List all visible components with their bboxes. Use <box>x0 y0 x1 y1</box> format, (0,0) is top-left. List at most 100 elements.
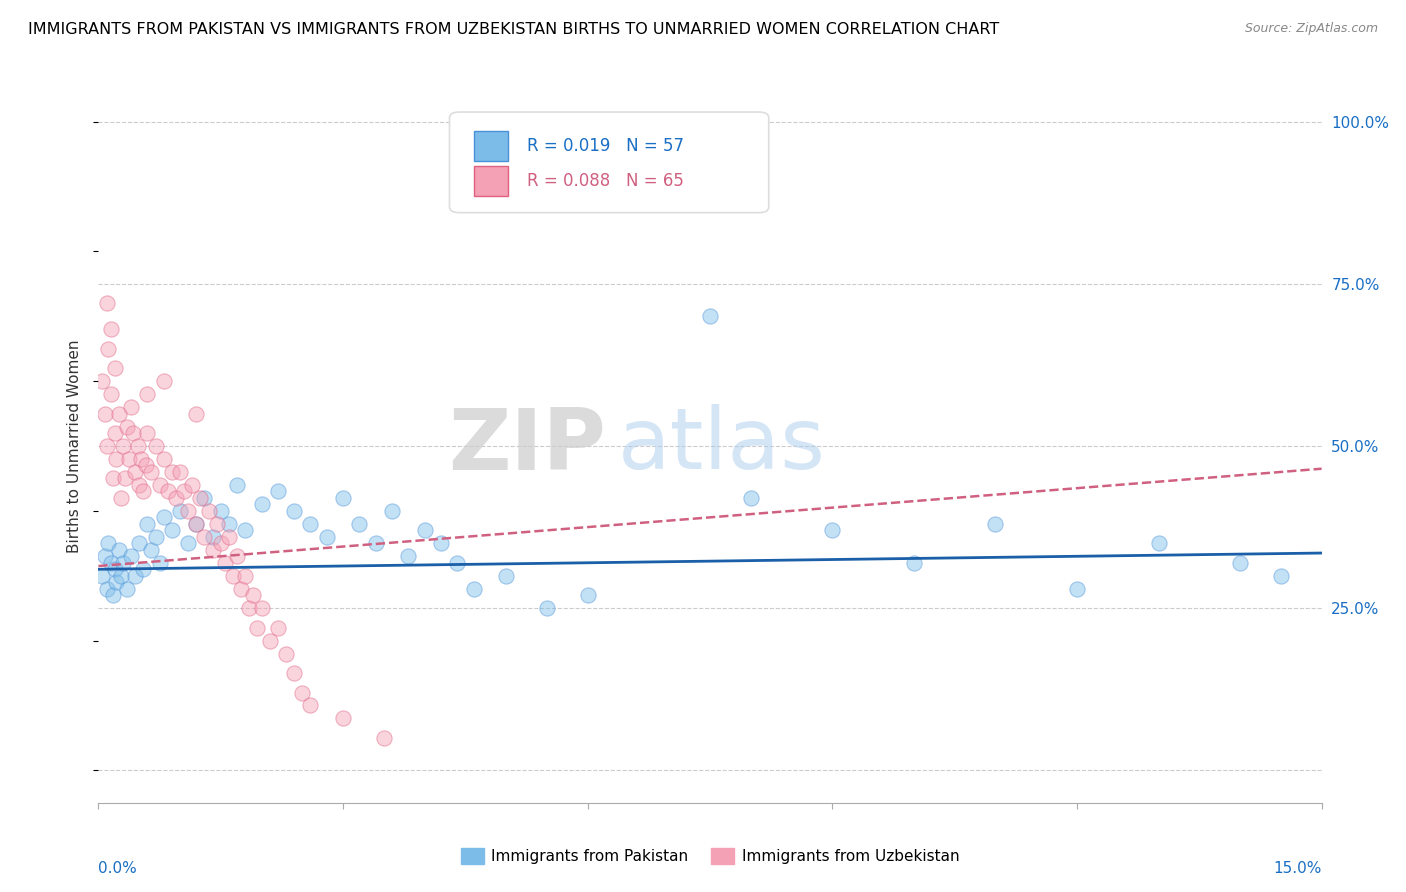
Point <box>169 465 191 479</box>
Text: IMMIGRANTS FROM PAKISTAN VS IMMIGRANTS FROM UZBEKISTAN BIRTHS TO UNMARRIED WOMEN: IMMIGRANTS FROM PAKISTAN VS IMMIGRANTS F… <box>28 22 1000 37</box>
Point <box>315 530 337 544</box>
Point <box>903 556 925 570</box>
Point <box>169 504 191 518</box>
Point <box>332 711 354 725</box>
Point <box>740 491 762 505</box>
Point <box>299 698 322 713</box>
Point <box>218 516 240 531</box>
Point <box>233 568 256 582</box>
Point <box>105 452 128 467</box>
Point <box>463 582 485 596</box>
Point <box>96 439 118 453</box>
Text: ZIP: ZIP <box>449 404 606 488</box>
Point <box>259 633 281 648</box>
Point <box>91 568 114 582</box>
Point <box>124 568 146 582</box>
Point <box>104 425 127 440</box>
Point <box>91 374 114 388</box>
Point <box>413 524 436 538</box>
Point <box>299 516 322 531</box>
Y-axis label: Births to Unmarried Women: Births to Unmarried Women <box>67 339 83 553</box>
Text: R = 0.088   N = 65: R = 0.088 N = 65 <box>527 172 683 190</box>
Point <box>104 361 127 376</box>
Point <box>94 407 117 421</box>
Point <box>186 516 208 531</box>
Text: R = 0.019   N = 57: R = 0.019 N = 57 <box>527 136 683 154</box>
Point <box>145 439 167 453</box>
Point <box>115 419 138 434</box>
Point <box>274 647 297 661</box>
Point <box>120 400 142 414</box>
Point <box>97 536 120 550</box>
Point <box>181 478 204 492</box>
Point <box>96 296 118 310</box>
Point <box>132 562 155 576</box>
Point <box>201 530 224 544</box>
Text: atlas: atlas <box>619 404 827 488</box>
Point <box>186 407 208 421</box>
Point <box>446 556 468 570</box>
Point <box>242 588 264 602</box>
Point <box>111 556 134 570</box>
Point <box>129 452 152 467</box>
Point <box>110 568 132 582</box>
Point <box>1147 536 1170 550</box>
Point <box>349 516 371 531</box>
Point <box>1229 556 1251 570</box>
Point <box>108 542 131 557</box>
Point <box>495 568 517 582</box>
Point <box>110 491 132 505</box>
Point <box>283 666 305 681</box>
Point <box>267 621 290 635</box>
Point <box>177 536 200 550</box>
Text: 15.0%: 15.0% <box>1274 861 1322 876</box>
Point <box>250 497 273 511</box>
Point <box>108 407 131 421</box>
Point <box>186 516 208 531</box>
Point <box>104 562 127 576</box>
Point <box>238 601 260 615</box>
Point <box>201 542 224 557</box>
Point <box>193 491 215 505</box>
Point <box>115 582 138 596</box>
Point <box>114 471 136 485</box>
FancyBboxPatch shape <box>474 130 508 161</box>
Point <box>152 510 174 524</box>
Legend: Immigrants from Pakistan, Immigrants from Uzbekistan: Immigrants from Pakistan, Immigrants fro… <box>454 842 966 870</box>
Point <box>332 491 354 505</box>
Point <box>291 685 314 699</box>
Point <box>124 465 146 479</box>
Point <box>209 536 232 550</box>
Point <box>156 484 179 499</box>
Point <box>141 465 163 479</box>
Point <box>231 582 253 596</box>
Point <box>226 549 249 564</box>
Point <box>94 549 117 564</box>
Text: Source: ZipAtlas.com: Source: ZipAtlas.com <box>1244 22 1378 36</box>
FancyBboxPatch shape <box>450 112 769 212</box>
Point <box>205 516 228 531</box>
Point <box>96 582 118 596</box>
Point <box>430 536 453 550</box>
Text: 0.0%: 0.0% <box>98 861 138 876</box>
Point <box>136 516 159 531</box>
Point <box>283 504 305 518</box>
Point <box>821 524 844 538</box>
Point <box>101 471 124 485</box>
Point <box>149 556 172 570</box>
FancyBboxPatch shape <box>474 166 508 196</box>
Point <box>160 465 183 479</box>
Point <box>136 387 159 401</box>
Point <box>699 310 721 324</box>
Point <box>145 530 167 544</box>
Point <box>373 731 395 745</box>
Point <box>120 549 142 564</box>
Point <box>1270 568 1292 582</box>
Point <box>381 504 404 518</box>
Point <box>97 342 120 356</box>
Point <box>536 601 558 615</box>
Point <box>136 425 159 440</box>
Point <box>984 516 1007 531</box>
Point <box>141 542 163 557</box>
Point <box>209 504 232 518</box>
